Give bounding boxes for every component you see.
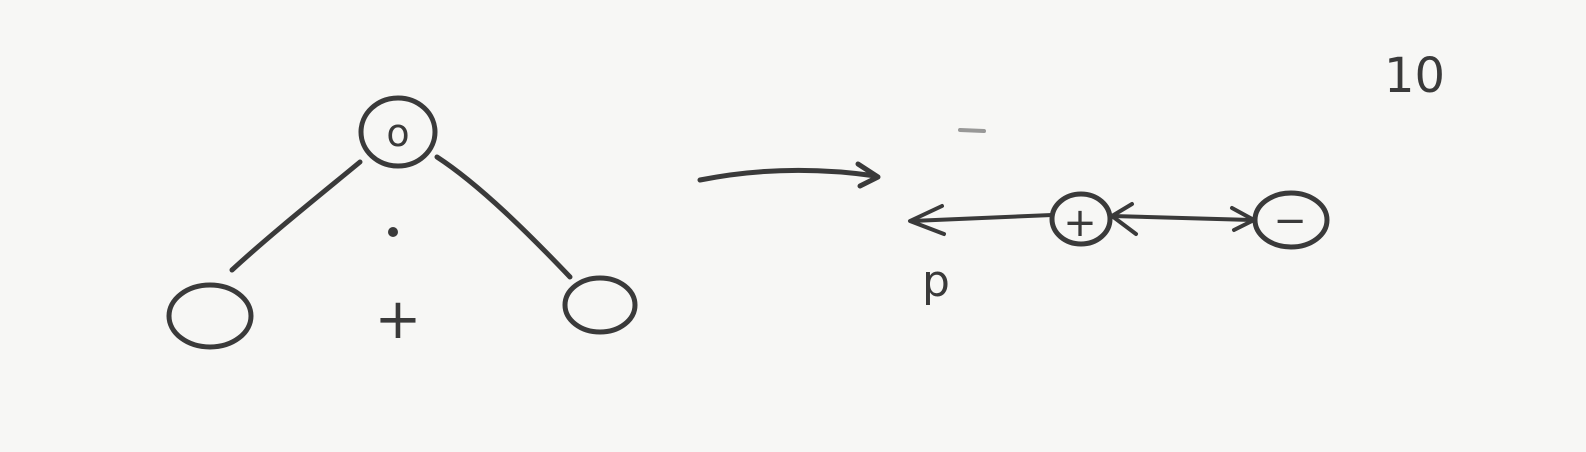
center-plus-sign: + bbox=[375, 287, 422, 352]
p-label: p bbox=[922, 256, 950, 307]
root-node-label: o bbox=[386, 111, 409, 155]
left-tree-diagram: o + bbox=[166, 95, 638, 352]
minus-node-label: − bbox=[1273, 198, 1307, 244]
p-arrow-head bbox=[908, 204, 946, 236]
node-connector-left-head bbox=[1110, 202, 1138, 236]
p-arrow-shaft bbox=[910, 213, 1054, 223]
left-leaf-node bbox=[166, 282, 254, 350]
page-number: 10 bbox=[1384, 48, 1445, 104]
center-dot bbox=[388, 227, 398, 237]
right-chain-diagram: p + − bbox=[908, 190, 1330, 307]
plus-node bbox=[1049, 191, 1113, 247]
right-leaf-node bbox=[562, 275, 638, 335]
transform-arrow-shaft bbox=[697, 167, 879, 183]
node-connector-shaft bbox=[1110, 214, 1254, 222]
right-edge bbox=[434, 154, 573, 280]
left-edge bbox=[229, 159, 363, 273]
plus-node-label: + bbox=[1063, 200, 1097, 246]
root-node-outer-circle bbox=[358, 95, 438, 169]
transform-arrow-head bbox=[855, 161, 881, 189]
minus-node bbox=[1252, 190, 1330, 250]
transform-arrow bbox=[697, 161, 881, 189]
stray-mark bbox=[958, 128, 986, 133]
